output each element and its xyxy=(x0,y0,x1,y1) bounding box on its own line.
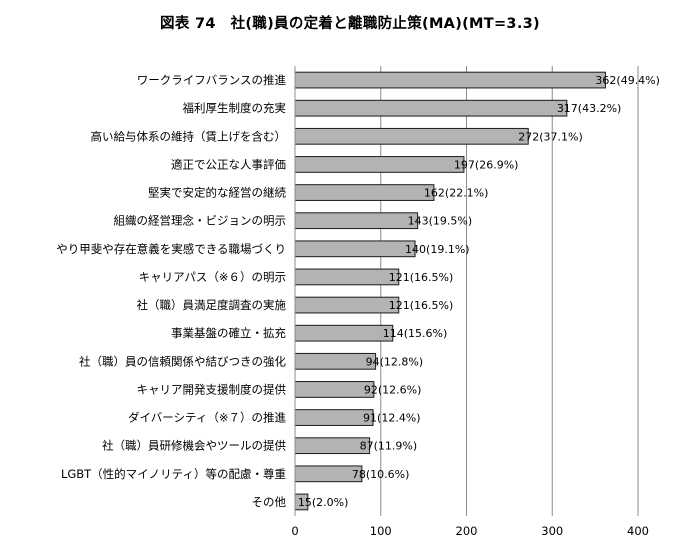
category-label: ダイバーシティ（※７）の推進 xyxy=(128,411,286,425)
bar xyxy=(294,324,394,342)
x-tick-label: 200 xyxy=(456,524,478,538)
category-label: 社（職）員研修機会やツールの提供 xyxy=(102,439,286,453)
data-label: 91(12.4%) xyxy=(363,412,421,425)
data-label: 121(16.5%) xyxy=(389,271,454,284)
data-label: 94(12.8%) xyxy=(366,355,424,368)
data-label: 87(11.9%) xyxy=(360,440,418,453)
bar xyxy=(294,127,529,145)
bar xyxy=(294,99,568,117)
bar xyxy=(294,437,371,455)
data-label: 162(22.1%) xyxy=(424,187,489,200)
bar xyxy=(294,71,606,89)
category-label: 高い給与体系の維持（賃上げを含む） xyxy=(91,129,287,143)
data-label: 272(37.1%) xyxy=(518,130,583,143)
chart-title: 図表 74 社(職)員の定着と離職防止策(MA)(MT=3.3) xyxy=(160,16,540,32)
bar xyxy=(294,409,374,426)
category-label: 適正で公正な人事評価 xyxy=(171,157,286,171)
x-tick-label: 300 xyxy=(541,524,563,538)
category-label: 堅実で安定的な経営の継続 xyxy=(148,186,286,200)
bar xyxy=(294,268,400,286)
data-label: 121(16.5%) xyxy=(389,299,454,312)
category-label: その他 xyxy=(252,495,287,509)
category-label: LGBT（性的マイノリティ）等の配慮・尊重 xyxy=(61,467,286,481)
data-label: 78(10.6%) xyxy=(352,468,410,481)
category-label: 社（職）員の信頼関係や結びつきの強化 xyxy=(79,354,286,368)
bar xyxy=(294,184,435,201)
data-label: 317(43.2%) xyxy=(557,102,622,115)
x-tick-label: 100 xyxy=(370,524,392,538)
x-tick-label: 400 xyxy=(627,524,649,538)
data-label: 114(15.6%) xyxy=(383,327,448,340)
data-label: 143(19.5%) xyxy=(408,215,473,228)
data-label: 92(12.6%) xyxy=(364,383,422,396)
bar xyxy=(294,156,465,173)
category-label: 社（職）員満足度調査の実施 xyxy=(137,298,287,312)
x-tick-label: 0 xyxy=(291,524,298,538)
data-label: 362(49.4%) xyxy=(595,74,660,87)
data-label: 15(2.0%) xyxy=(298,496,349,509)
bar xyxy=(294,212,419,230)
category-label: キャリアパス（※６）の明示 xyxy=(139,270,286,284)
bar xyxy=(294,381,375,398)
category-label: ワークライフバランスの推進 xyxy=(137,73,287,87)
data-label: 140(19.1%) xyxy=(405,243,470,256)
category-label: 組織の経営理念・ビジョンの明示 xyxy=(114,214,287,228)
bar xyxy=(294,296,400,314)
category-label: 事業基盤の確立・拡充 xyxy=(171,326,286,340)
bar xyxy=(294,352,377,370)
data-label: 197(26.9%) xyxy=(454,158,519,171)
bar xyxy=(294,240,416,258)
category-label: 福利厚生制度の充実 xyxy=(183,101,287,115)
category-label: やり甲斐や存在意義を実感できる職場づくり xyxy=(56,242,286,256)
category-label: キャリア開発支援制度の提供 xyxy=(137,382,287,396)
